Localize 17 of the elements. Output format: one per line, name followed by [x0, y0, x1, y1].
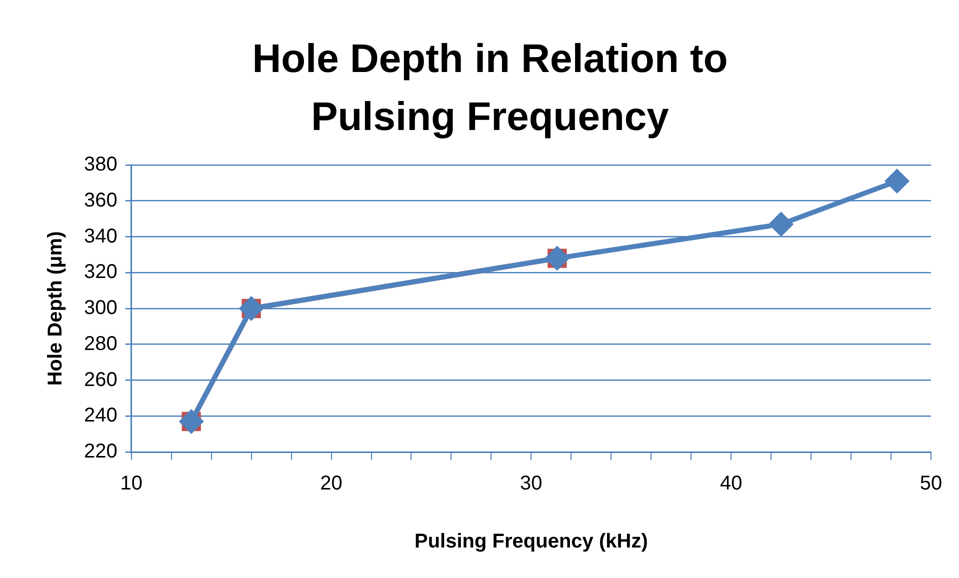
y-tick-label: 260: [84, 368, 118, 391]
y-tick-label: 380: [84, 154, 118, 176]
y-tick-label: 320: [84, 261, 118, 284]
chart-title: Hole Depth in Relation to Pulsing Frequency: [251, 36, 729, 141]
x-tick-label: 40: [720, 472, 742, 495]
y-tick-label: 300: [84, 297, 118, 320]
y-tick-label: 240: [84, 404, 118, 427]
x-axis-title: Pulsing Frequency (kHz): [414, 530, 648, 553]
x-tick-label: 20: [320, 472, 342, 495]
x-tick-label: 50: [920, 472, 942, 495]
y-axis-title: Hole Depth (μm): [44, 231, 67, 386]
x-tick-label: 30: [520, 472, 542, 495]
x-tick-label: 10: [120, 472, 142, 495]
y-tick-label: 360: [84, 189, 118, 212]
y-tick-label: 280: [84, 332, 118, 355]
y-tick-label: 220: [84, 440, 118, 463]
y-tick-label: 340: [84, 225, 118, 248]
